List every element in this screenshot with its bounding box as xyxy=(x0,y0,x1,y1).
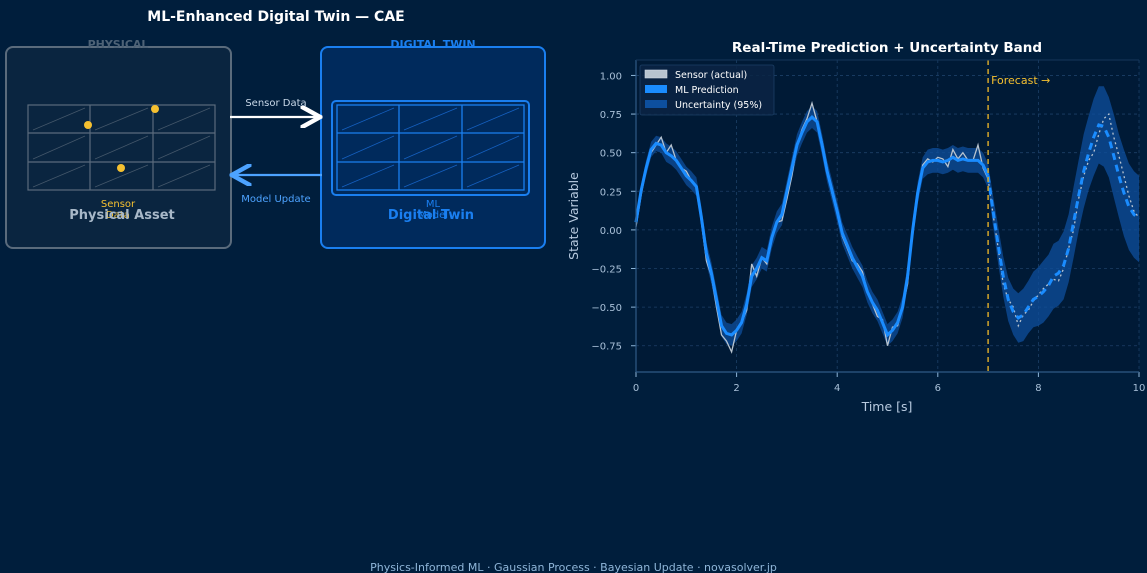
y-axis-label: State Variable xyxy=(566,172,581,260)
y-tick-label: 1.00 xyxy=(600,71,622,82)
physical-asset-box xyxy=(5,46,232,249)
physical-mesh xyxy=(27,104,216,191)
x-tick-label: 2 xyxy=(733,383,739,394)
sensor-label-2: Data xyxy=(106,210,130,221)
sensor-dot xyxy=(117,164,125,172)
sensor-label: Sensor xyxy=(101,199,136,210)
sensor-dot xyxy=(84,121,92,129)
legend-label: Sensor (actual) xyxy=(675,70,747,81)
y-tick-label: 0.00 xyxy=(600,226,622,237)
y-tick-label: −0.50 xyxy=(591,303,622,314)
legend-swatch xyxy=(644,69,668,79)
digital-twin-label: Digital Twin xyxy=(388,208,474,223)
legend-box xyxy=(639,64,775,116)
chart-title: Real-Time Prediction + Uncertainty Band xyxy=(732,40,1042,56)
y-tick-label: −0.75 xyxy=(591,342,622,353)
legend-label: Uncertainty (95%) xyxy=(675,100,762,111)
y-tick-label: 0.50 xyxy=(600,149,622,160)
sensor-dot xyxy=(151,105,159,113)
digital-twin-box xyxy=(320,46,546,249)
x-tick-label: 4 xyxy=(834,383,840,394)
ml-label-2: Model xyxy=(418,210,448,221)
legend-label: ML Prediction xyxy=(675,85,739,96)
legend-swatch xyxy=(645,85,667,93)
digital-twin-diagram: PHYSICAL Sensor Data Physical Asset DIGI… xyxy=(5,38,546,249)
x-tick-label: 0 xyxy=(633,383,639,394)
y-tick-label: −0.25 xyxy=(591,265,622,276)
y-tick-label: 0.75 xyxy=(600,110,622,121)
prediction-line-forecast xyxy=(986,123,1141,320)
sensor-data-label: Sensor Data xyxy=(245,98,306,109)
footer-text: Physics-Informed ML · Gaussian Process ·… xyxy=(370,561,777,573)
forecast-marker: Forecast → xyxy=(987,60,1050,372)
y-tick-label: 0.25 xyxy=(600,187,622,198)
figure-title: ML-Enhanced Digital Twin — CAE xyxy=(147,9,405,25)
x-tick-label: 8 xyxy=(1035,383,1041,394)
forecast-label: Forecast → xyxy=(991,74,1050,87)
sensor-line-forecast xyxy=(987,112,1140,328)
model-update-label: Model Update xyxy=(241,194,310,205)
series-lines xyxy=(634,100,1141,354)
prediction-line xyxy=(634,115,990,338)
twin-header: DIGITAL TWIN xyxy=(390,38,475,51)
x-axis-label: Time [s] xyxy=(861,399,913,414)
legend: Sensor (actual) ML Prediction Uncertainty … xyxy=(639,64,775,116)
legend-swatch xyxy=(645,100,667,108)
physical-header: PHYSICAL xyxy=(88,38,149,51)
x-tick-label: 10 xyxy=(1133,383,1146,394)
ml-label: ML xyxy=(426,199,441,210)
x-tick-label: 6 xyxy=(935,383,941,394)
axes: 0 2 4 6 8 10 −0.75 −0.50 −0.25 0.00 0.25 0.50 0.75 1.… xyxy=(591,59,1146,394)
digital-mesh xyxy=(331,100,530,196)
prediction-chart: Real-Time Prediction + Uncertainty Band … xyxy=(566,40,1146,414)
physical-asset-label: Physical Asset xyxy=(69,208,174,223)
